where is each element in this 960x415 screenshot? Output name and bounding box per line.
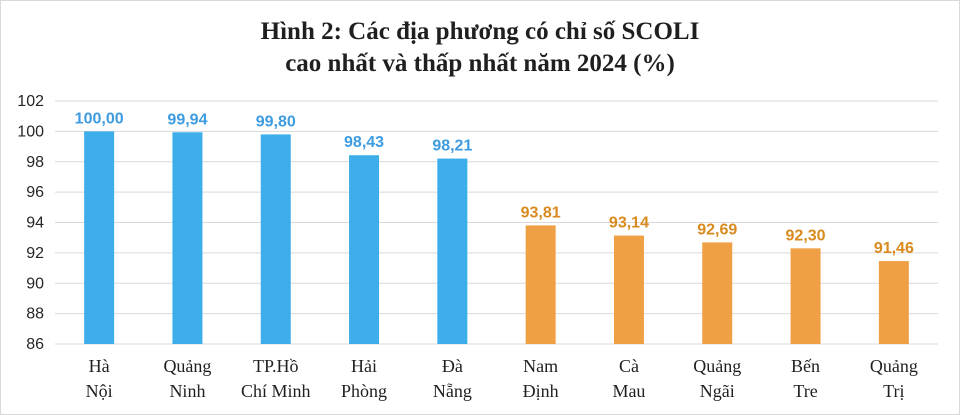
- chart-title-line-2: cao nhất và thấp nhất năm 2024 (%): [285, 50, 675, 77]
- bar: [613, 235, 644, 344]
- bar: [702, 242, 733, 344]
- category-label: Tre: [793, 381, 817, 401]
- y-tick-label: 86: [26, 336, 44, 353]
- bar: [349, 155, 380, 344]
- category-label: Quảng: [870, 356, 918, 376]
- category-label: Nam: [523, 356, 558, 376]
- category-label: Ninh: [169, 381, 205, 401]
- category-label: Ngãi: [700, 381, 735, 401]
- y-tick-label: 90: [26, 275, 44, 292]
- category-label: Đà: [442, 356, 463, 376]
- category-label: Trị: [883, 381, 904, 401]
- data-label: 93,81: [521, 204, 561, 221]
- category-label: Nội: [86, 381, 113, 401]
- bar: [525, 225, 556, 344]
- data-label: 93,14: [609, 215, 649, 232]
- chart-title: Hình 2: Các địa phương có chỉ số SCOLI c…: [261, 18, 700, 77]
- data-label: 92,69: [697, 221, 737, 238]
- y-tick-label: 102: [17, 93, 44, 110]
- y-tick-label: 92: [26, 245, 44, 262]
- y-tick-label: 96: [26, 184, 44, 201]
- category-label: Cà: [619, 356, 639, 376]
- data-label: 92,30: [786, 227, 826, 244]
- data-label: 100,00: [75, 110, 124, 127]
- category-label: TP.Hồ: [253, 356, 299, 376]
- bar: [878, 261, 909, 344]
- bar: [790, 248, 821, 344]
- x-axis-categories: Hà Nội Quảng Ninh TP.Hồ Chí Minh Hải Phòng Đà Nẵn…: [86, 356, 918, 401]
- category-label: Hải: [351, 356, 377, 376]
- y-tick-label: 98: [26, 154, 44, 171]
- y-tick-label: 94: [26, 215, 44, 232]
- data-labels: 100,00 99,94 99,80 98,43 98,21 93,81 93,14 92,6…: [75, 110, 914, 257]
- data-label: 99,94: [167, 111, 207, 128]
- bar: [260, 134, 291, 344]
- category-label: Định: [523, 381, 559, 401]
- category-label: Hà: [89, 356, 110, 376]
- bar: [437, 158, 468, 344]
- category-label: Bến: [791, 356, 820, 376]
- category-label: Phòng: [341, 381, 387, 401]
- category-label: Mau: [612, 381, 645, 401]
- data-label: 98,43: [344, 134, 384, 151]
- y-axis-ticks: 86 88 90 92 94 96 98 100 102: [17, 93, 44, 353]
- category-label: Quảng: [163, 356, 211, 376]
- data-label: 99,80: [256, 113, 296, 130]
- data-label: 98,21: [432, 138, 472, 155]
- category-label: Quảng: [693, 356, 741, 376]
- y-tick-label: 100: [17, 123, 44, 140]
- y-tick-label: 88: [26, 306, 44, 323]
- bar: [172, 132, 203, 344]
- bars: [84, 131, 909, 344]
- category-label: Chí Minh: [241, 381, 311, 401]
- category-label: Nẵng: [433, 381, 472, 401]
- chart-title-line-1: Hình 2: Các địa phương có chỉ số SCOLI: [261, 18, 700, 45]
- data-label: 91,46: [874, 240, 914, 257]
- bar: [84, 131, 115, 344]
